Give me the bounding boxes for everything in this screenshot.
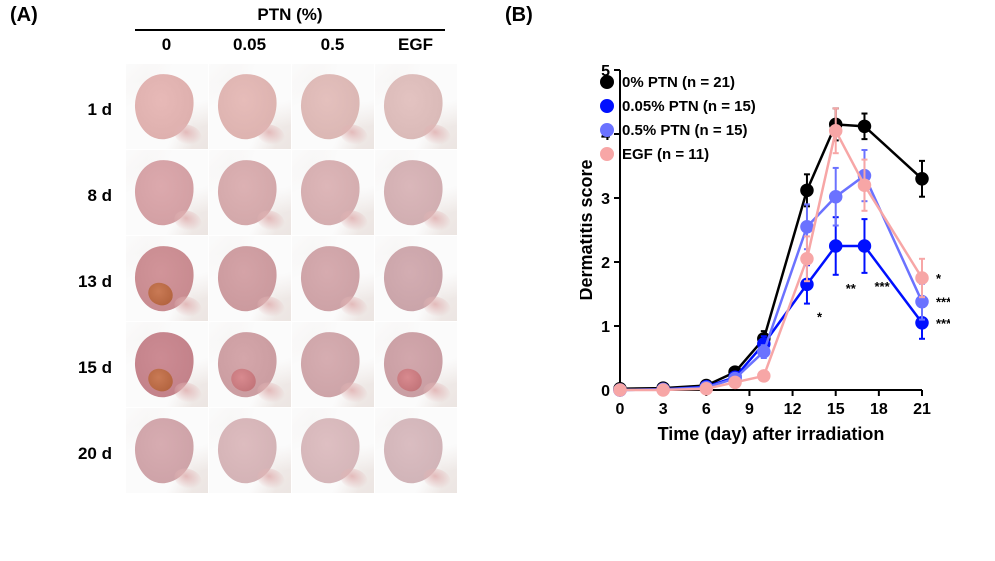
legend-label: 0.5% PTN (n = 15) bbox=[622, 122, 747, 139]
x-axis-title: Time (day) after irradiation bbox=[658, 424, 885, 444]
significance-label: *** bbox=[936, 316, 950, 331]
x-tick-label: 18 bbox=[870, 401, 888, 418]
grid-row bbox=[125, 407, 457, 493]
panel-a-header: PTN (%) bbox=[170, 5, 410, 25]
data-point bbox=[801, 184, 813, 196]
y-tick-label: 3 bbox=[601, 191, 610, 208]
data-point bbox=[758, 346, 770, 358]
legend-marker-icon bbox=[600, 99, 614, 113]
photo-cell bbox=[126, 150, 208, 235]
data-point bbox=[729, 376, 741, 388]
data-point bbox=[858, 240, 870, 252]
y-axis-title: Dermatitis score bbox=[580, 159, 596, 300]
legend-item: EGF (n = 11) bbox=[600, 142, 756, 166]
row-label: 8 d bbox=[40, 153, 118, 239]
photo-cell bbox=[375, 322, 457, 407]
significance-label: *** bbox=[874, 279, 890, 294]
data-point bbox=[916, 272, 928, 284]
legend-marker-icon bbox=[600, 123, 614, 137]
column-header: 0.05 bbox=[208, 35, 291, 55]
legend-label: EGF (n = 11) bbox=[622, 146, 709, 163]
photo-cell bbox=[126, 64, 208, 149]
x-tick-label: 3 bbox=[659, 401, 668, 418]
column-header: EGF bbox=[374, 35, 457, 55]
data-point bbox=[657, 384, 669, 396]
y-tick-label: 1 bbox=[601, 319, 610, 336]
legend-marker-icon bbox=[600, 75, 614, 89]
photo-cell bbox=[209, 408, 291, 493]
photo-cell bbox=[375, 236, 457, 321]
panel-a-column-headers: 00.050.5EGF bbox=[125, 35, 457, 55]
panel-b-label: (B) bbox=[505, 4, 533, 27]
legend-item: 0.05% PTN (n = 15) bbox=[600, 94, 756, 118]
photo-cell bbox=[209, 64, 291, 149]
photo-cell bbox=[375, 408, 457, 493]
data-point bbox=[801, 253, 813, 265]
photo-cell bbox=[292, 322, 374, 407]
legend-item: 0% PTN (n = 21) bbox=[600, 70, 756, 94]
legend-label: 0% PTN (n = 21) bbox=[622, 74, 735, 91]
photo-cell bbox=[292, 408, 374, 493]
photo-cell bbox=[292, 150, 374, 235]
photo-cell bbox=[209, 150, 291, 235]
significance-label: * bbox=[936, 271, 942, 286]
data-point bbox=[830, 240, 842, 252]
panel-a-grid bbox=[125, 63, 457, 493]
legend-item: 0.5% PTN (n = 15) bbox=[600, 118, 756, 142]
y-tick-label: 0 bbox=[601, 383, 610, 400]
x-tick-label: 9 bbox=[745, 401, 754, 418]
data-point bbox=[758, 370, 770, 382]
photo-cell bbox=[126, 322, 208, 407]
grid-row bbox=[125, 235, 457, 321]
data-point bbox=[830, 125, 842, 137]
photo-cell bbox=[126, 408, 208, 493]
data-point bbox=[858, 179, 870, 191]
legend-marker-icon bbox=[600, 147, 614, 161]
photo-cell bbox=[209, 322, 291, 407]
grid-row bbox=[125, 321, 457, 407]
row-label: 20 d bbox=[40, 411, 118, 497]
significance-label: *** bbox=[936, 295, 950, 310]
data-point bbox=[830, 191, 842, 203]
data-point bbox=[700, 383, 712, 395]
chart-legend: 0% PTN (n = 21) 0.05% PTN (n = 15) 0.5% PT… bbox=[600, 70, 756, 166]
y-tick-label: 2 bbox=[601, 255, 610, 272]
panel-a-row-labels: 1 d8 d13 d15 d20 d bbox=[40, 67, 118, 497]
row-label: 13 d bbox=[40, 239, 118, 325]
x-tick-label: 15 bbox=[827, 401, 845, 418]
row-label: 15 d bbox=[40, 325, 118, 411]
panel-a-label: (A) bbox=[10, 4, 38, 27]
photo-cell bbox=[126, 236, 208, 321]
grid-row bbox=[125, 63, 457, 149]
row-label: 1 d bbox=[40, 67, 118, 153]
x-tick-label: 21 bbox=[913, 401, 931, 418]
column-header: 0.5 bbox=[291, 35, 374, 55]
column-header: 0 bbox=[125, 35, 208, 55]
grid-row bbox=[125, 149, 457, 235]
x-tick-label: 6 bbox=[702, 401, 711, 418]
data-point bbox=[801, 221, 813, 233]
photo-cell bbox=[209, 236, 291, 321]
photo-cell bbox=[375, 150, 457, 235]
photo-cell bbox=[375, 64, 457, 149]
data-point bbox=[916, 173, 928, 185]
data-point bbox=[858, 120, 870, 132]
legend-label: 0.05% PTN (n = 15) bbox=[622, 98, 756, 115]
significance-label: * bbox=[817, 310, 823, 325]
x-tick-label: 12 bbox=[784, 401, 802, 418]
photo-cell bbox=[292, 64, 374, 149]
photo-cell bbox=[292, 236, 374, 321]
panel-a-header-rule bbox=[135, 29, 445, 31]
significance-label: ** bbox=[846, 281, 857, 296]
data-point bbox=[614, 384, 626, 396]
panel-b: 012345036912151821Time (day) after irrad… bbox=[520, 40, 970, 540]
x-tick-label: 0 bbox=[616, 401, 625, 418]
